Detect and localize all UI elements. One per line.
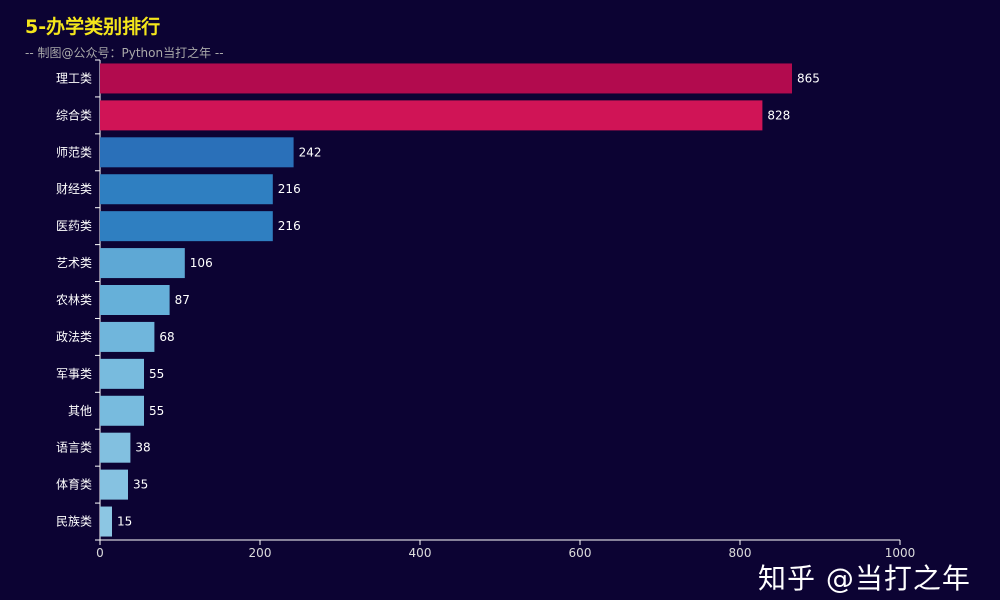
x-tick-label: 200 (249, 546, 272, 560)
data-label: 865 (797, 71, 820, 85)
data-label: 242 (299, 145, 322, 159)
bar (100, 137, 294, 168)
bar (100, 358, 144, 389)
bar (100, 321, 155, 352)
bar (100, 506, 112, 537)
data-label: 68 (159, 330, 174, 344)
data-label: 216 (278, 219, 301, 233)
y-tick-label: 政法类 (56, 330, 92, 344)
data-label: 38 (135, 441, 150, 455)
data-label: 106 (190, 256, 213, 270)
x-tick-label: 400 (409, 546, 432, 560)
x-tick-label: 1000 (885, 546, 916, 560)
chart-title: 5-办学类别排行 (25, 16, 161, 38)
data-label: 15 (117, 515, 132, 529)
y-tick-label: 农林类 (56, 293, 92, 307)
bar (100, 285, 170, 315)
data-label: 55 (149, 404, 164, 418)
bar (100, 432, 131, 463)
y-tick-label: 综合类 (56, 107, 92, 122)
y-tick-label: 体育类 (56, 477, 92, 492)
y-tick-label: 其他 (68, 404, 92, 418)
y-tick-label: 语言类 (56, 441, 92, 455)
y-tick-label: 医药类 (56, 219, 92, 233)
y-tick-label: 财经类 (56, 182, 92, 196)
data-label: 828 (767, 108, 790, 122)
y-tick-label: 理工类 (56, 71, 92, 85)
x-tick-label: 800 (729, 546, 752, 560)
bar (100, 248, 185, 279)
y-tick-label: 艺术类 (56, 256, 92, 270)
y-tick-label: 师范类 (56, 145, 92, 159)
bar (100, 469, 128, 500)
bar (100, 100, 763, 131)
data-label: 87 (175, 293, 190, 307)
x-tick-label: 0 (96, 546, 104, 560)
watermark: 知乎 @当打之年 (758, 562, 971, 595)
y-tick-label: 军事类 (56, 367, 92, 381)
bar (100, 211, 273, 242)
data-label: 35 (133, 478, 148, 492)
x-tick-label: 600 (569, 546, 592, 560)
bar (100, 63, 792, 94)
data-label: 55 (149, 367, 164, 381)
y-tick-label: 民族类 (56, 515, 92, 529)
chart-subtitle: -- 制图@公众号：Python当打之年 -- (25, 46, 224, 60)
bar (100, 395, 144, 426)
bar (100, 174, 273, 205)
data-label: 216 (278, 182, 301, 196)
